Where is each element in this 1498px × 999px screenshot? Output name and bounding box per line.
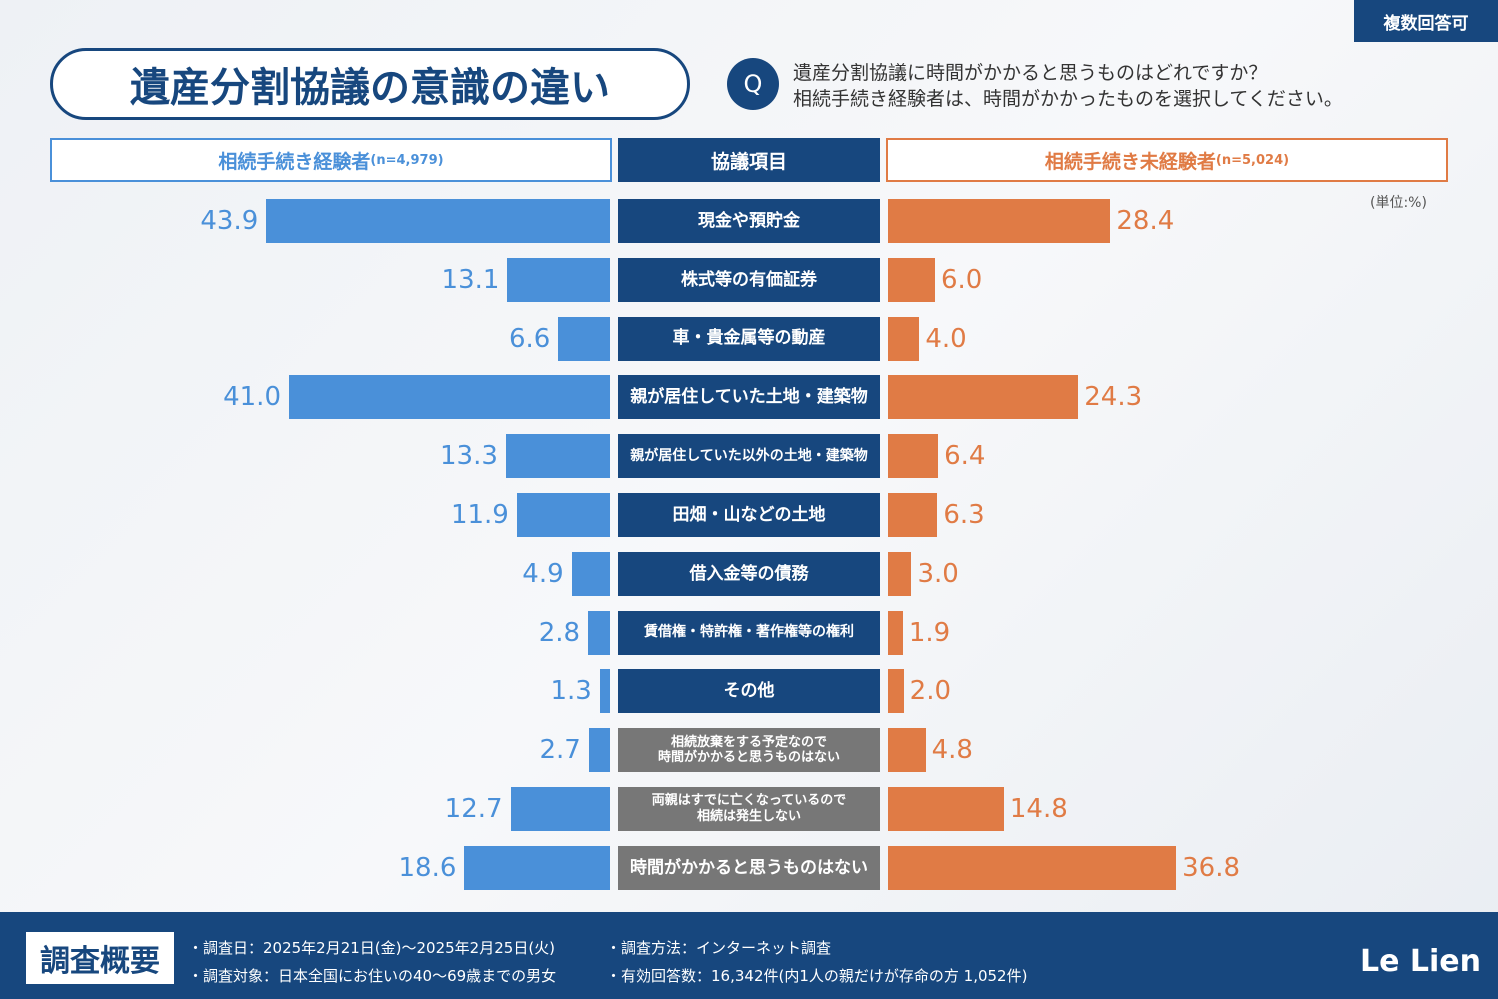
series-name: 相続手続き未経験者 [1044, 150, 1216, 173]
bar [505, 434, 610, 479]
category-label: 親が居住していた土地・建築物 [618, 375, 880, 420]
note: ・調査方法：インターネット調査 [606, 939, 832, 957]
value-label: 28.4 [1116, 206, 1175, 236]
bar [888, 493, 938, 537]
category-label: 株式等の有価証券 [618, 257, 880, 302]
note: ・有効回答数：16,342件(内1人の親だけが存命の方 1,052件) [606, 967, 1028, 985]
bar [888, 316, 920, 361]
bar [888, 199, 1111, 243]
bar [888, 551, 912, 596]
bar [588, 728, 610, 773]
value-label: 4.8 [931, 735, 973, 766]
value-label: 6.3 [943, 500, 985, 530]
value-label: 2.7 [539, 735, 581, 766]
value-label: 12.7 [444, 794, 503, 824]
bar [888, 375, 1079, 420]
category-label: 現金や預貯金 [618, 199, 880, 243]
category-label: 田畑・山などの土地 [618, 493, 880, 537]
bar [266, 199, 610, 243]
value-label: 1.9 [908, 617, 951, 648]
unit: (単位:%) [1370, 195, 1427, 211]
n-label: (n=4,979) [370, 152, 444, 168]
notes-col: ・調査日：2025年2月21日(金)～2025年2月25日(火) ・調査対象：日本… [188, 934, 556, 990]
bar [571, 551, 610, 596]
footer: 調査概要 ・調査日：2025年2月21日(金)～2025年2月25日(火) ・調査… [0, 912, 1498, 999]
bar [507, 257, 610, 302]
value-label: 11.9 [450, 500, 509, 530]
value-label: 24.3 [1084, 382, 1143, 413]
bar [888, 434, 939, 479]
bar [510, 787, 610, 831]
value-label: 3.0 [917, 558, 959, 589]
question-line: 遺産分割協議に時間がかかると思うものはどれですか？ [793, 62, 1268, 84]
bar [599, 669, 610, 714]
value-label: 4.0 [925, 323, 967, 354]
value-label: 41.0 [223, 382, 281, 413]
value-label: 1.3 [550, 676, 592, 707]
title: 遺産分割協議の意識の違い [50, 48, 690, 120]
value-label: 36.8 [1182, 852, 1241, 883]
center-header: 協議項目 [618, 138, 880, 182]
value-label: 2.0 [909, 676, 952, 707]
n-label: (n=5,024) [1215, 152, 1290, 168]
bar [464, 845, 610, 890]
value-label: 13.3 [439, 441, 498, 472]
note: ・調査日：2025年2月21日(金)～2025年2月25日(火) [188, 939, 556, 957]
note: ・調査対象：日本全国にお住いの40～69歳までの男女 [188, 967, 557, 985]
category-label: 賃借権・特許権・著作権等の権利 [618, 610, 880, 655]
category-label: 車・貴金属等の動産 [618, 316, 880, 361]
category-label: 借入金等の債務 [618, 551, 880, 596]
value-label: 14.8 [1009, 794, 1068, 824]
q-icon: Q [727, 58, 779, 110]
value-label: 6.0 [940, 264, 983, 295]
bar [888, 728, 926, 773]
category-label: 両親はすでに亡くなっているので 相続は発生しない [618, 787, 880, 831]
footer-heading: 調査概要 [26, 932, 174, 984]
value-label: 4.9 [522, 558, 564, 589]
category-label: 時間がかかると思うものはない [618, 845, 880, 890]
question: 遺産分割協議に時間がかかると思うものはどれですか？ 相続手続き経験者は、時間がか… [793, 60, 1343, 112]
value-label: 2.8 [538, 617, 581, 648]
notes-col: ・調査方法：インターネット調査・有効回答数：16,342件(内1人の親だけが存命… [606, 934, 1027, 990]
left-header: 相続手続き経験者 (n=4,979) [50, 138, 612, 182]
bar [288, 375, 610, 420]
series-name: 相続手続き経験者 [218, 150, 371, 173]
question-line: 相続手続き経験者は、時間がかかったものを選択してください。 [793, 88, 1343, 110]
category-label: 相続放棄をする予定なので 時間がかかると思うものはない [618, 728, 880, 773]
bar [888, 669, 904, 714]
value-label: 43.9 [200, 206, 259, 236]
bar [888, 257, 935, 302]
badge: 複数回答可 [1354, 0, 1498, 42]
bar [888, 845, 1177, 890]
category-label: その他 [618, 669, 880, 714]
value-label: 18.6 [398, 852, 457, 883]
bar [588, 610, 610, 655]
right-header: 相続手続き未経験者 (n=5,024) [886, 138, 1448, 182]
bar [888, 610, 903, 655]
logo: Le Lien [1360, 944, 1482, 979]
value-label: 6.6 [508, 323, 551, 354]
category-label: 親が居住していた以外の土地・建築物 [618, 434, 880, 479]
value-label: 13.1 [441, 264, 500, 295]
value-label: 6.4 [944, 441, 986, 472]
bar [888, 787, 1004, 831]
bar [516, 493, 610, 537]
bar [558, 316, 610, 361]
